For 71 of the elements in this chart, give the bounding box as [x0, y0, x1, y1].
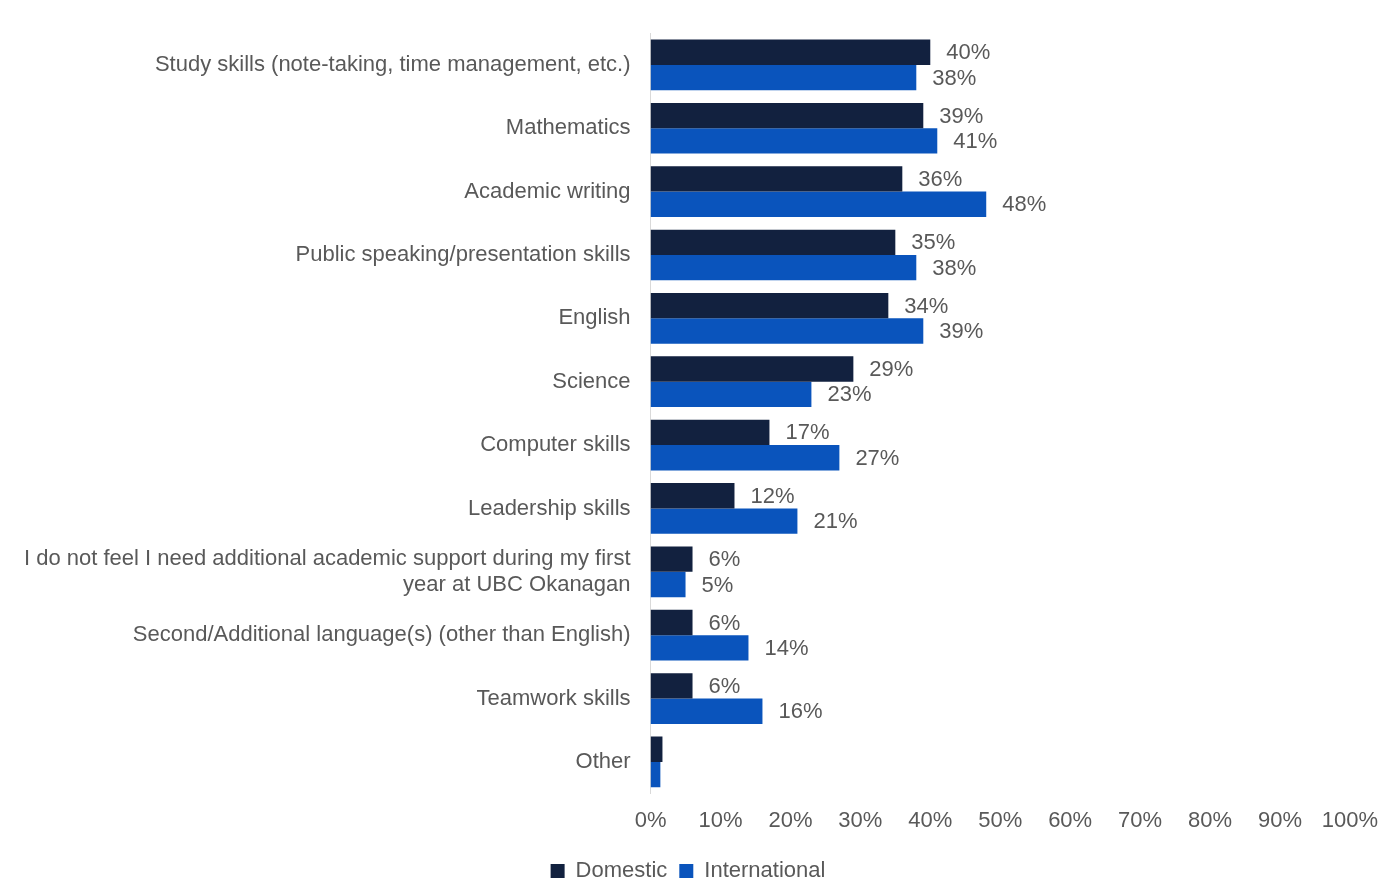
- bar: [650, 293, 889, 319]
- y-tick-label: Study skills (note-taking, time management, etc.): [154, 50, 631, 76]
- bar: [650, 128, 938, 154]
- y-tick-label: Leadership skills: [467, 494, 631, 520]
- bar: [650, 254, 917, 281]
- data-label: 39%: [939, 318, 984, 344]
- x-tick-label: 70%: [1118, 806, 1163, 832]
- data-label: 48%: [1002, 191, 1047, 217]
- x-tick-label: 30%: [838, 806, 883, 832]
- x-tick-label: 0%: [634, 806, 667, 832]
- bar: [650, 318, 924, 344]
- bar: [650, 635, 749, 661]
- bar: [650, 698, 763, 724]
- legend-label: Domestic: [575, 857, 668, 883]
- y-tick-label: Computer skills: [480, 431, 631, 457]
- legend-label: International: [704, 857, 826, 883]
- x-tick-label: 10%: [698, 806, 743, 832]
- data-label: 38%: [932, 64, 977, 90]
- bar: [650, 64, 917, 91]
- bar: [650, 191, 987, 217]
- data-label: 6%: [708, 609, 741, 635]
- data-label: 6%: [708, 546, 741, 572]
- y-tick-label: I do not feel I need additional academic support during my first year at UBC Okanagan: [23, 544, 631, 597]
- bar: [650, 419, 770, 446]
- bar: [650, 229, 896, 255]
- bar: [650, 166, 903, 192]
- bar: [650, 508, 798, 534]
- bar: [650, 546, 693, 572]
- x-tick-label: 100%: [1321, 806, 1379, 832]
- bar: [650, 609, 693, 636]
- x-tick-label: 50%: [978, 806, 1023, 832]
- x-tick-label: 20%: [768, 806, 813, 832]
- data-label: 29%: [869, 356, 914, 382]
- data-label: 40%: [946, 39, 991, 65]
- x-tick-label: 60%: [1048, 806, 1093, 832]
- data-label: 38%: [932, 254, 977, 280]
- y-tick-label: Other: [575, 747, 631, 773]
- bar: [650, 356, 854, 382]
- y-tick-label: Mathematics: [505, 114, 631, 140]
- y-tick-label: Teamwork skills: [476, 684, 631, 710]
- y-tick-label: Public speaking/presentation skills: [295, 241, 631, 267]
- bar: [650, 571, 686, 598]
- bar: [650, 761, 661, 788]
- y-tick-label: Second/Additional language(s) (other than English): [132, 621, 631, 647]
- data-label: 27%: [855, 444, 900, 470]
- x-tick-label: 80%: [1187, 806, 1233, 832]
- data-label: 5%: [701, 571, 734, 597]
- data-label: 12%: [750, 482, 795, 508]
- data-label: 35%: [911, 229, 956, 255]
- data-label: 16%: [778, 698, 823, 724]
- data-label: 17%: [785, 419, 830, 445]
- bar: [650, 39, 931, 65]
- data-label: 34%: [904, 292, 949, 318]
- bar: [650, 736, 663, 762]
- bar: [650, 673, 693, 699]
- data-label: 6%: [708, 672, 741, 698]
- y-tick-label: Academic writing: [464, 177, 631, 203]
- data-label: 41%: [953, 127, 998, 153]
- bar: [650, 445, 840, 471]
- bar: [650, 381, 812, 408]
- data-label: 14%: [764, 634, 809, 660]
- data-label: 21%: [813, 508, 858, 534]
- bar: [650, 102, 924, 129]
- data-label: 23%: [827, 381, 872, 407]
- y-tick-label: Science: [552, 367, 631, 393]
- y-tick-label: English: [558, 304, 631, 330]
- data-label: 39%: [939, 102, 984, 128]
- data-label: 36%: [918, 166, 963, 192]
- bar: [650, 483, 735, 509]
- x-tick-label: 40%: [908, 806, 953, 832]
- x-tick-label: 90%: [1257, 806, 1302, 832]
